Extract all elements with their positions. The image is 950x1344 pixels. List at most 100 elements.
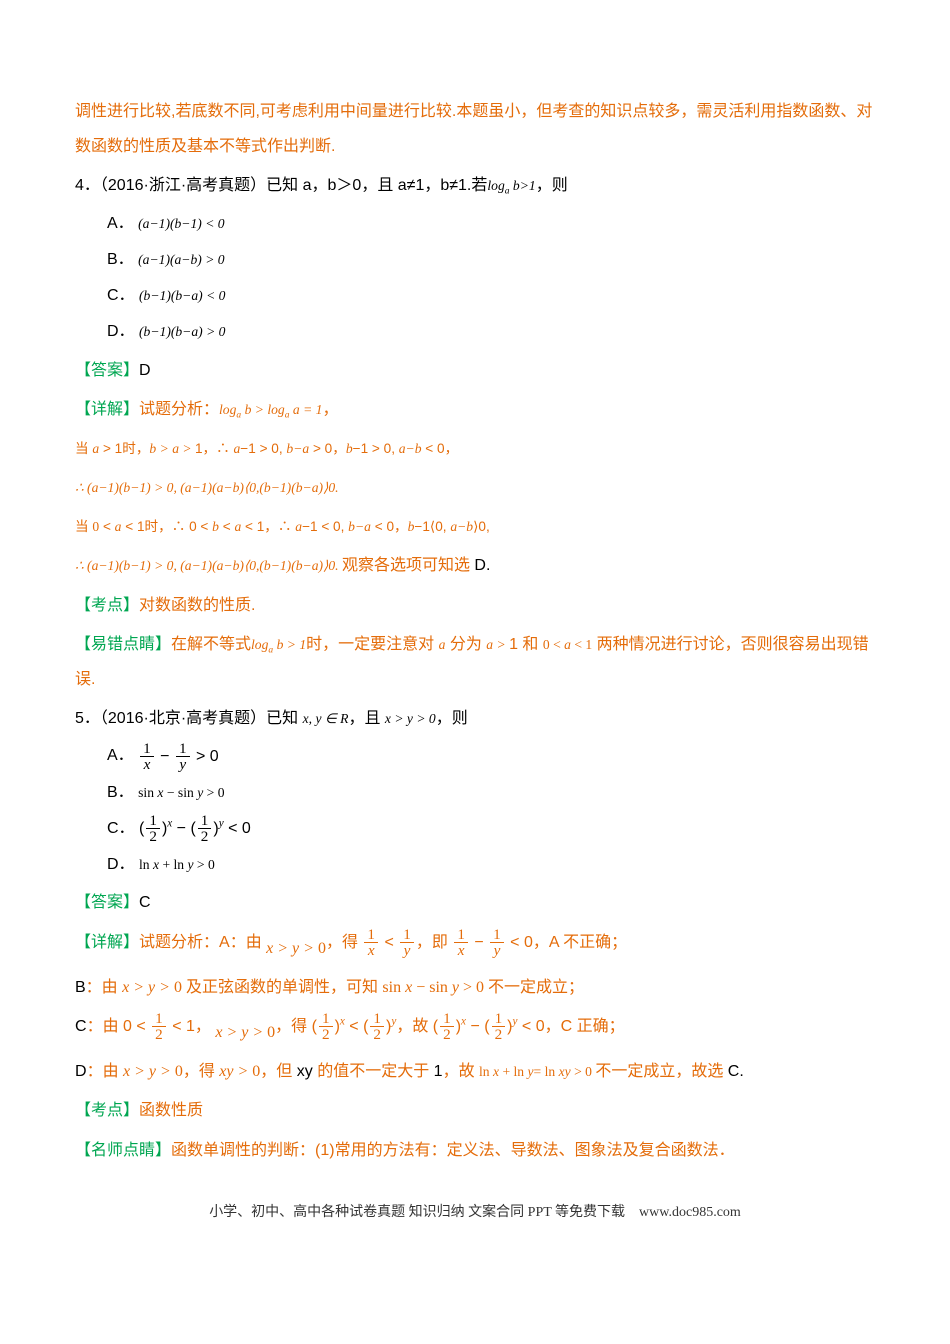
- q4-answer: D: [139, 362, 151, 379]
- q4-yicuo-math: loga b > 1: [251, 637, 306, 652]
- q5-stem-c: ，则: [436, 710, 468, 727]
- q4-d2: 当 a > 1时，b > a > 1，∴ a−1 > 0, b−a > 0，b−…: [75, 441, 458, 456]
- q4-optC-math: (b−1)(b−a) < 0: [139, 288, 225, 303]
- q5-dB-pre: B: [75, 979, 86, 996]
- q4-option-d: D． (b−1)(b−a) > 0: [75, 316, 875, 348]
- q4-detail-2: 当 a > 1时，b > a > 1，∴ a−1 > 0, b−a > 0，b−…: [75, 431, 875, 466]
- q5-dC-m3: (12)x < (12)y: [312, 1018, 397, 1035]
- yicuo-label: 【易错点睛】: [75, 636, 171, 653]
- option-label-c5: C．: [107, 813, 135, 845]
- q5-dD-pre: ：由: [87, 1063, 119, 1080]
- page-footer: 小学、初中、高中各种试卷真题 知识归纳 文案合同 PPT 等免费下载 www.d…: [75, 1198, 875, 1229]
- q5-dA-frac1: 1x < 1y: [362, 934, 415, 951]
- q5-number: 5．: [75, 710, 100, 727]
- q5-optC-math: (12)x − (12)y < 0: [139, 820, 251, 837]
- option-label-b5: B．: [107, 777, 134, 809]
- q5-dD-m1: x > y > 0: [123, 1063, 183, 1080]
- answer-label5: 【答案】: [75, 894, 139, 911]
- q5-dA-post: ，A 不正确；: [533, 934, 627, 951]
- q4-yicuo: 【易错点睛】在解不等式loga b > 1时，一定要注意对 a 分为 a > 1…: [75, 627, 875, 697]
- q4-stem-log: loga b>1: [487, 178, 535, 193]
- option-label-a: A．: [107, 208, 134, 240]
- q4-d4: 当 0 < a < 1时，∴ 0 < b < a < 1，∴ a−1 < 0, …: [75, 519, 490, 534]
- option-label-a5: A．: [107, 740, 134, 772]
- q4-d5b: 观察各选项可知选: [342, 557, 474, 574]
- q4-d1a: 试题分析：: [139, 401, 219, 418]
- q5-mingshi: 【名师点睛】函数单调性的判断：(1)常用的方法有：定义法、导数法、图象法及复合函…: [75, 1133, 875, 1168]
- q4-detail-5: ∴ (a−1)(b−1) > 0, (a−1)(a−b)⟨0,(b−1)(b−a…: [75, 548, 875, 583]
- q5-option-b: B． sin x − sin y > 0: [75, 777, 875, 809]
- q5-dB-m1: x > y > 0: [122, 979, 186, 996]
- q4-d5c: D.: [474, 557, 490, 574]
- comma: ，: [322, 401, 338, 418]
- q4-kaodian: 【考点】对数函数的性质.: [75, 588, 875, 623]
- q5-dC-pre: ：由: [87, 1018, 119, 1035]
- q4-option-b: B． (a−1)(a−b) > 0: [75, 244, 875, 276]
- q4-detail-3: ∴ (a−1)(b−1) > 0, (a−1)(a−b)⟨0,(b−1)(b−a…: [75, 470, 875, 505]
- q5-dB-post: 不一定成立；: [488, 979, 584, 996]
- q5-answer: C: [139, 894, 151, 911]
- q4-source: （2016·浙江·高考真题）: [100, 177, 266, 194]
- q5-stem-m1: x, y ∈ R: [303, 711, 349, 726]
- q5-optA-math: 1x − 1y > 0: [138, 748, 219, 765]
- q4-number: 4．: [75, 177, 100, 194]
- q5-dA-m1: x > y > 0: [266, 940, 326, 957]
- q5-mingshi-text: 函数单调性的判断：(1)常用的方法有：定义法、导数法、图象法及复合函数法．: [171, 1142, 735, 1159]
- q5-detail-B: B：由 x > y > 0 及正弦函数的单调性，可知 sin x − sin y…: [75, 970, 875, 1005]
- q5-source: （2016·北京·高考真题）: [100, 710, 266, 727]
- q5-stem-m2: x > y > 0: [385, 711, 436, 726]
- q5-detail-D: D：由 x > y > 0，得 xy > 0，但 xy 的值不一定大于 1，故 …: [75, 1054, 875, 1089]
- q4-optA-math: (a−1)(b−1) < 0: [138, 216, 224, 231]
- kaodian-label5: 【考点】: [75, 1102, 139, 1119]
- q5-dD-mid2c: ，故: [443, 1063, 475, 1080]
- continuation-paragraph: 调性进行比较,若底数不同,可考虑利用中间量进行比较.本题虽小，但考查的知识点较多…: [75, 94, 875, 164]
- q5-dC-mid2: ，得: [275, 1018, 307, 1035]
- q5-dC-pre0: C: [75, 1018, 87, 1035]
- q5-dC-m2: x > y > 0: [215, 1024, 275, 1041]
- q4-d1-math: loga b > loga a = 1: [219, 402, 322, 417]
- q5-dB-m2: sin x − sin y > 0: [382, 979, 488, 996]
- q4-kaodian-text: 对数函数的性质.: [139, 597, 255, 614]
- answer-label: 【答案】: [75, 362, 139, 379]
- detail-label: 【详解】: [75, 401, 139, 418]
- xy: xy: [297, 1063, 317, 1080]
- q4-yicuo-a: 在解不等式: [171, 636, 251, 653]
- q5-detail-C: C：由 0 < 12 < 1， x > y > 0，得 (12)x < (12)…: [75, 1009, 875, 1050]
- q4-optD-math: (b−1)(b−a) > 0: [139, 325, 225, 340]
- q5-dC-m4: (12)x − (12)y < 0: [433, 1018, 545, 1035]
- q5-optD-math: ln x + ln y > 0: [139, 857, 215, 872]
- continuation-text: 调性进行比较,若底数不同,可考虑利用中间量进行比较.本题虽小，但考查的知识点较多…: [75, 103, 872, 155]
- q5-dD-mid2: ，但: [260, 1063, 296, 1080]
- q4-optB-math: (a−1)(a−b) > 0: [138, 252, 224, 267]
- q5-dD-mid1: ，得: [183, 1063, 215, 1080]
- q5-kaodian: 【考点】函数性质: [75, 1093, 875, 1128]
- q5-detail-A: 【详解】试题分析：A：由 x > y > 0，得 1x < 1y，即 1x − …: [75, 925, 875, 966]
- option-label-d5: D．: [107, 849, 135, 881]
- q5-stem-b: ，且: [348, 710, 384, 727]
- option-label-d: D．: [107, 316, 135, 348]
- q5-kaodian-text: 函数性质: [139, 1102, 203, 1119]
- q5-option-d: D． ln x + ln y > 0: [75, 849, 875, 881]
- q5-dD-mid2b: 的值不一定大于: [317, 1063, 433, 1080]
- one: 1: [434, 1063, 443, 1080]
- q4-option-a: A． (a−1)(b−1) < 0: [75, 208, 875, 240]
- q5-option-a: A． 1x − 1y > 0: [75, 740, 875, 772]
- q5-dA-mid2: ，即: [416, 934, 448, 951]
- q4-option-c: C． (b−1)(b−a) < 0: [75, 280, 875, 312]
- q4-stem-post: ，则: [536, 177, 568, 194]
- document-page: 调性进行比较,若底数不同,可考虑利用中间量进行比较.本题虽小，但考查的知识点较多…: [0, 0, 950, 1269]
- q5-stem: 5．（2016·北京·高考真题）已知 x, y ∈ R，且 x > y > 0，…: [75, 701, 875, 736]
- q4-detail-4: 当 0 < a < 1时，∴ 0 < b < a < 1，∴ a−1 < 0, …: [75, 509, 875, 544]
- q5-dD-m2: xy > 0: [219, 1063, 260, 1080]
- q5-dD-post: 不一定成立，故选: [595, 1063, 727, 1080]
- q5-dA-mid1: ，得: [326, 934, 358, 951]
- q5-dA-pre: 试题分析：A：由: [139, 934, 262, 951]
- q5-answer-line: 【答案】C: [75, 885, 875, 920]
- detail-label5: 【详解】: [75, 934, 139, 951]
- mingshi-label: 【名师点睛】: [75, 1142, 171, 1159]
- option-label-b: B．: [107, 244, 134, 276]
- q5-dD-m3: ln x + ln y= ln xy > 0: [479, 1064, 595, 1079]
- q5-dD-pre0: D: [75, 1063, 87, 1080]
- q5-dA-frac2: 1x − 1y < 0: [452, 934, 533, 951]
- q5-dC-post: ，C 正确；: [545, 1018, 625, 1035]
